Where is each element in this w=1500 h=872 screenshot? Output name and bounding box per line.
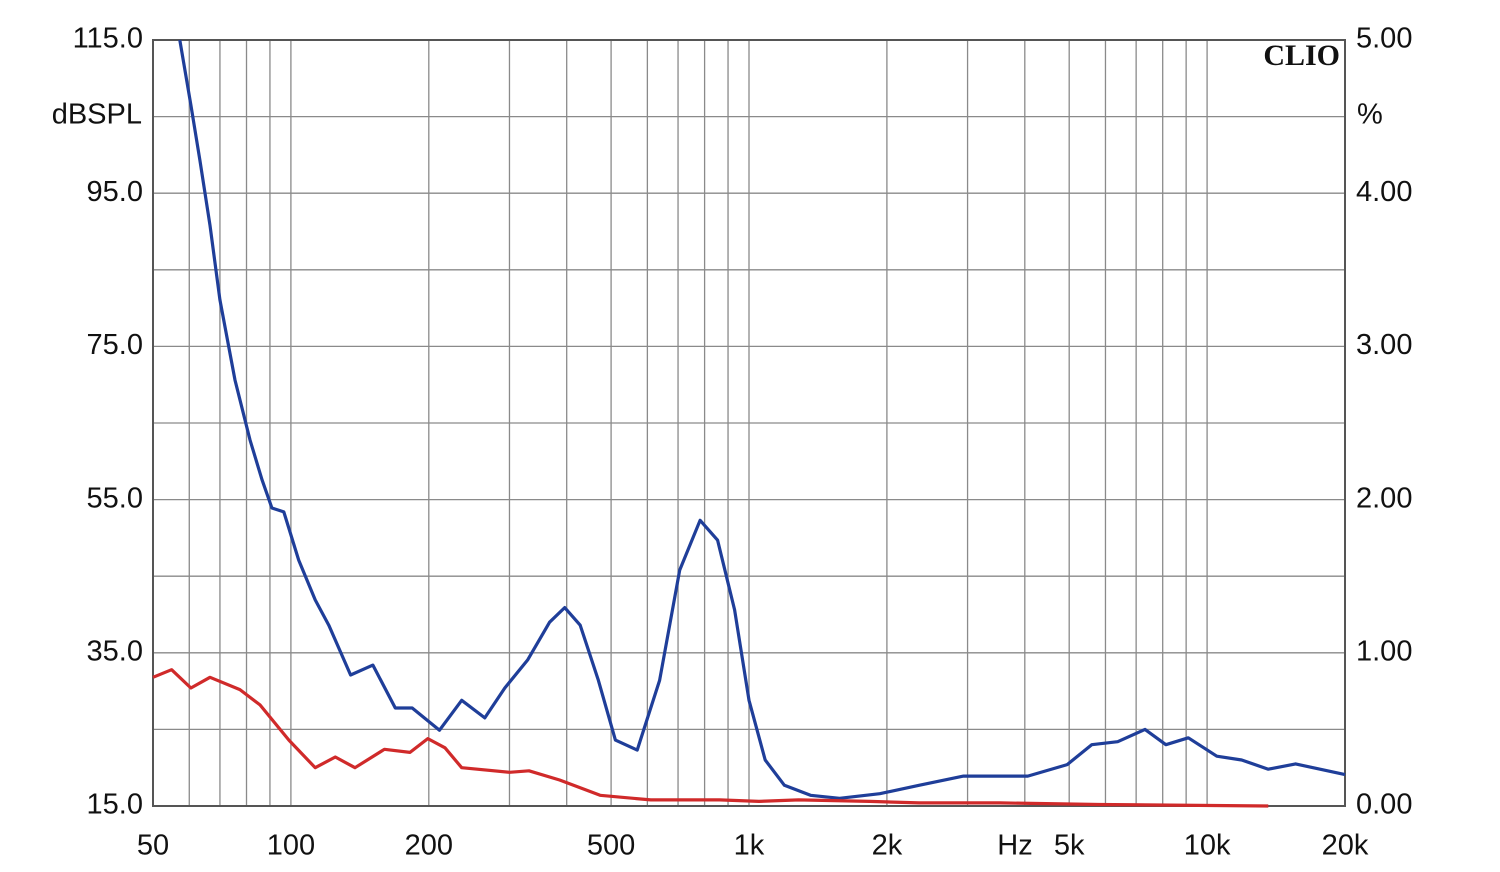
y-tick-label: 15.0 xyxy=(87,789,143,821)
y2-tick-label: 1.00 xyxy=(1356,635,1412,667)
y2-tick-label: 5.00 xyxy=(1356,23,1412,55)
x-tick-label: 5k xyxy=(1054,830,1085,862)
x-tick-label: 2k xyxy=(872,830,903,862)
y-tick-label: 75.0 xyxy=(87,329,143,361)
x-axis-label: Hz xyxy=(997,830,1032,862)
x-tick-label: 10k xyxy=(1184,830,1231,862)
x-tick-label: 100 xyxy=(267,830,315,862)
x-tick-label: 50 xyxy=(137,830,169,862)
y2-tick-label: 2.00 xyxy=(1356,482,1412,514)
y-tick-label: 95.0 xyxy=(87,176,143,208)
y2-tick-label: 4.00 xyxy=(1356,176,1412,208)
y-tick-label: 115.0 xyxy=(73,23,143,55)
y-tick-label: 35.0 xyxy=(87,635,143,667)
annotation: CLIO xyxy=(1263,39,1340,72)
data-line xyxy=(152,668,1269,808)
plot-frame xyxy=(152,39,1346,807)
y-axis-label: dBSPL xyxy=(52,99,142,131)
y-tick-label: 55.0 xyxy=(87,482,143,514)
x-tick-label: 500 xyxy=(587,830,635,862)
y2-tick-label: 3.00 xyxy=(1356,329,1412,361)
x-tick-label: 1k xyxy=(734,830,765,862)
y2-axis-label: % xyxy=(1357,99,1383,131)
x-tick-label: 200 xyxy=(405,830,453,862)
x-tick-label: 20k xyxy=(1322,830,1369,862)
data-line xyxy=(178,39,1346,800)
y2-tick-label: 0.00 xyxy=(1356,789,1412,821)
